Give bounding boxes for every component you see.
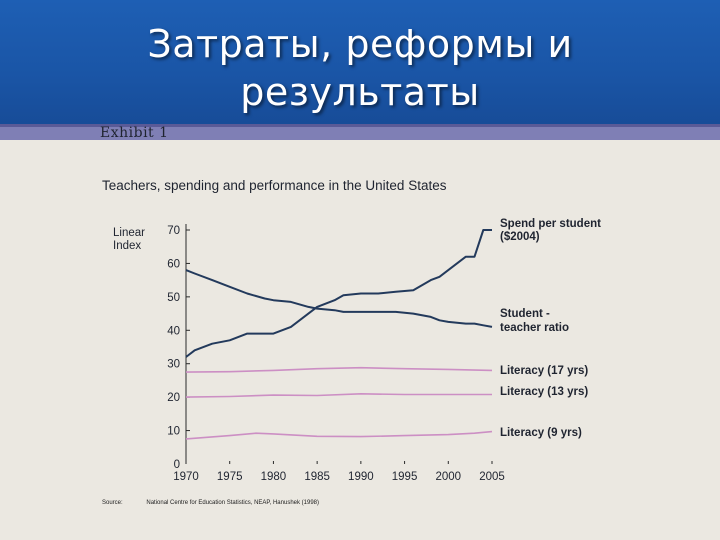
x-tick-label: 1970 [173,471,199,483]
series-line-1 [185,229,492,358]
exhibit-label: Exhibit 1 [100,125,169,141]
axes: 0 10 20 30 40 50 60 70 1970 1975 1980 1985 1990 1995 2… [167,224,505,483]
y-tick-label: 60 [167,258,180,270]
title-banner [0,0,720,124]
y-tick-label: 50 [167,292,180,304]
series-label-4: Literacy (13 yrs) [500,386,588,398]
x-tick-label: 1980 [261,471,287,483]
y-axis-label-line: Linear [113,227,145,239]
x-tick-label: 1990 [348,471,374,483]
series-line-5 [185,430,493,440]
slide-title-line-1: Затраты, реформы и [147,22,573,66]
y-tick-label: 70 [167,225,180,237]
series-lines [185,229,493,440]
series-label-1: ($2004) [500,231,540,243]
x-tick-label: 1995 [392,471,418,483]
source-text: National Centre for Education Statistics… [146,500,320,506]
series-label-3: Literacy (17 yrs) [500,365,588,377]
series-line-4 [185,392,492,398]
title-divider-line [0,124,720,127]
x-tick-label: 2000 [435,471,461,483]
series-label-5: Literacy (9 yrs) [500,427,582,439]
series-label-2: Student - [500,308,550,320]
chart-title: Teachers, spending and performance in th… [102,178,447,193]
y-axis-label-line: Index [113,240,141,252]
y-tick-label: 30 [167,359,180,371]
y-tick-label: 40 [167,325,180,337]
series-line-2 [185,269,493,328]
source-note: Source: National Centre for Education St… [102,500,319,506]
series-label-2: teacher ratio [500,322,569,334]
slide-title-line-2: результаты [240,70,480,114]
title-divider-band [0,124,720,140]
slide-title: Затраты, реформы и результаты [0,20,720,116]
x-tick-label: 2005 [479,471,505,483]
series-labels: Spend per student($2004) Student - teacher… [500,218,601,439]
y-tick-label: 10 [167,426,180,438]
y-tick-label: 20 [167,392,180,404]
x-tick-label: 1985 [304,471,330,483]
source-label: Source: [102,500,123,506]
series-line-3 [185,366,493,373]
x-tick-label: 1975 [217,471,243,483]
series-label-1: Spend per student [500,218,601,230]
y-tick-label: 0 [174,459,180,471]
